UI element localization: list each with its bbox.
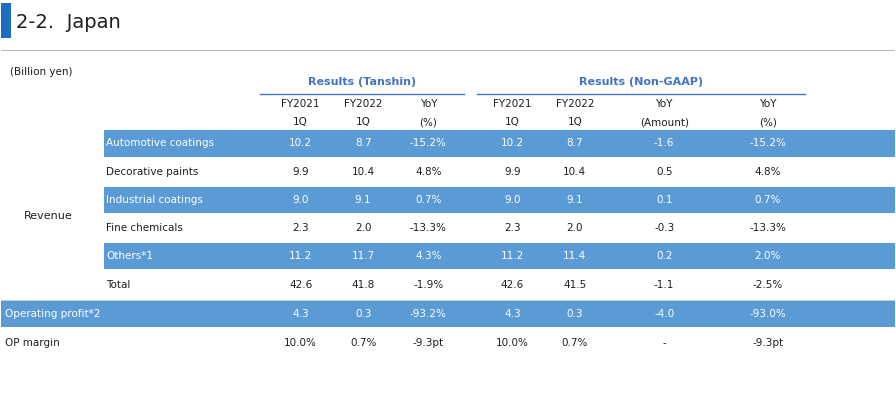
Text: 0.7%: 0.7% (415, 195, 442, 205)
Text: 1Q: 1Q (293, 117, 308, 127)
Text: 11.7: 11.7 (351, 251, 375, 261)
Text: (%): (%) (759, 117, 777, 127)
Text: -9.3pt: -9.3pt (413, 338, 444, 348)
Text: Automotive coatings: Automotive coatings (106, 138, 214, 149)
Text: -1.6: -1.6 (654, 138, 675, 149)
Text: -15.2%: -15.2% (749, 138, 786, 149)
Text: 11.2: 11.2 (289, 251, 312, 261)
Text: Operating profit*2: Operating profit*2 (5, 309, 100, 319)
Text: 9.0: 9.0 (292, 195, 309, 205)
Text: YoY: YoY (419, 99, 437, 109)
Text: -9.3pt: -9.3pt (753, 338, 783, 348)
Text: -0.3: -0.3 (654, 223, 675, 233)
Text: FY2021: FY2021 (281, 99, 320, 109)
Text: 11.4: 11.4 (564, 251, 587, 261)
Text: -93.2%: -93.2% (409, 309, 447, 319)
Text: Results (Tanshin): Results (Tanshin) (308, 77, 417, 87)
Text: Revenue: Revenue (23, 211, 73, 221)
Text: 2.0%: 2.0% (754, 251, 781, 261)
Text: -1.1: -1.1 (654, 280, 675, 290)
Text: 9.9: 9.9 (292, 167, 309, 177)
Text: -15.2%: -15.2% (409, 138, 447, 149)
Text: 9.1: 9.1 (566, 195, 583, 205)
Text: 41.8: 41.8 (351, 280, 375, 290)
Text: 9.0: 9.0 (504, 195, 521, 205)
Text: -13.3%: -13.3% (749, 223, 786, 233)
Text: 9.9: 9.9 (504, 167, 521, 177)
Text: 8.7: 8.7 (355, 138, 372, 149)
Text: 0.7%: 0.7% (350, 338, 376, 348)
Text: 42.6: 42.6 (289, 280, 312, 290)
Text: 1Q: 1Q (504, 117, 520, 127)
Text: Industrial coatings: Industrial coatings (106, 195, 202, 205)
Text: Others*1: Others*1 (106, 251, 153, 261)
Text: 4.3: 4.3 (292, 309, 309, 319)
Text: Decorative paints: Decorative paints (106, 167, 198, 177)
Text: 10.4: 10.4 (351, 167, 375, 177)
Text: 9.1: 9.1 (355, 195, 372, 205)
Text: FY2021: FY2021 (493, 99, 531, 109)
Text: -13.3%: -13.3% (409, 223, 447, 233)
Text: 10.0%: 10.0% (284, 338, 317, 348)
Text: -4.0: -4.0 (654, 309, 675, 319)
Text: 1Q: 1Q (356, 117, 371, 127)
Text: 41.5: 41.5 (564, 280, 587, 290)
Text: -93.0%: -93.0% (749, 309, 786, 319)
Text: 10.2: 10.2 (501, 138, 524, 149)
Text: (Billion yen): (Billion yen) (11, 67, 73, 77)
Text: 0.2: 0.2 (656, 251, 672, 261)
Text: Results (Non-GAAP): Results (Non-GAAP) (579, 77, 703, 87)
FancyBboxPatch shape (2, 301, 894, 327)
Text: -: - (662, 338, 666, 348)
Text: 0.7%: 0.7% (754, 195, 781, 205)
Text: 4.8%: 4.8% (754, 167, 781, 177)
Text: 11.2: 11.2 (501, 251, 524, 261)
Text: 10.4: 10.4 (564, 167, 586, 177)
Text: -1.9%: -1.9% (413, 280, 444, 290)
Text: 2-2.  Japan: 2-2. Japan (16, 13, 120, 32)
Text: FY2022: FY2022 (344, 99, 383, 109)
Text: 4.8%: 4.8% (415, 167, 442, 177)
Text: (Amount): (Amount) (640, 117, 689, 127)
Text: Fine chemicals: Fine chemicals (106, 223, 183, 233)
Text: -2.5%: -2.5% (753, 280, 783, 290)
Text: 4.3: 4.3 (504, 309, 521, 319)
Text: OP margin: OP margin (5, 338, 60, 348)
Text: FY2022: FY2022 (556, 99, 594, 109)
Text: 0.3: 0.3 (566, 309, 583, 319)
FancyBboxPatch shape (104, 187, 894, 213)
Text: Total: Total (106, 280, 130, 290)
Text: 2.3: 2.3 (292, 223, 309, 233)
Text: 2.0: 2.0 (566, 223, 583, 233)
FancyBboxPatch shape (104, 243, 894, 269)
Text: 0.1: 0.1 (656, 195, 672, 205)
Text: YoY: YoY (759, 99, 777, 109)
Text: 1Q: 1Q (567, 117, 582, 127)
Text: 4.3%: 4.3% (415, 251, 442, 261)
FancyBboxPatch shape (2, 2, 12, 38)
Text: 0.5: 0.5 (656, 167, 672, 177)
Text: 10.0%: 10.0% (495, 338, 529, 348)
Text: (%): (%) (419, 117, 437, 127)
Text: 10.2: 10.2 (289, 138, 312, 149)
Text: 2.0: 2.0 (355, 223, 372, 233)
Text: 0.7%: 0.7% (562, 338, 588, 348)
FancyBboxPatch shape (104, 130, 894, 156)
Text: 42.6: 42.6 (501, 280, 524, 290)
Text: 8.7: 8.7 (566, 138, 583, 149)
Text: 2.3: 2.3 (504, 223, 521, 233)
Text: 0.3: 0.3 (355, 309, 372, 319)
Text: YoY: YoY (655, 99, 673, 109)
